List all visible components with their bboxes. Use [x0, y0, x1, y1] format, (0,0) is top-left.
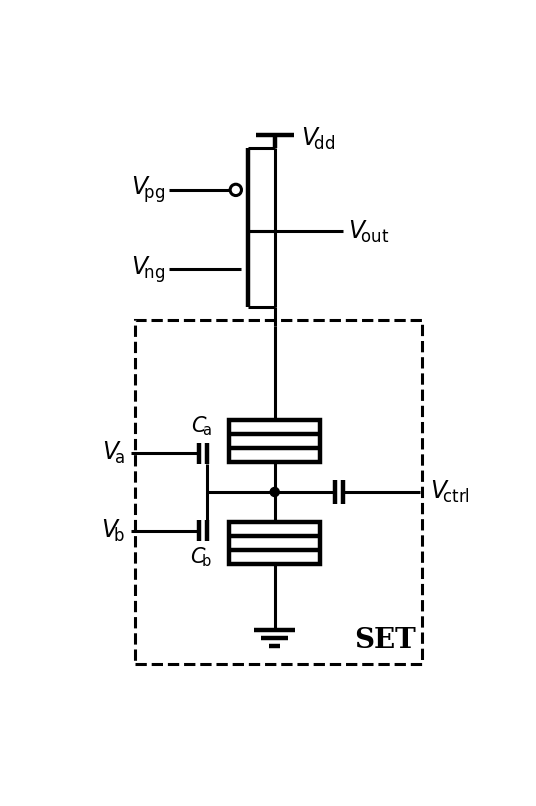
Text: $V\!_{\mathrm{ng}}$: $V\!_{\mathrm{ng}}$ — [131, 254, 165, 285]
Text: $C\!_{\mathrm{a}}$: $C\!_{\mathrm{a}}$ — [191, 415, 212, 438]
Text: SET: SET — [354, 627, 416, 654]
Text: $C\!_{\mathrm{b}}$: $C\!_{\mathrm{b}}$ — [190, 546, 212, 569]
Text: $V\!_{\mathrm{pg}}$: $V\!_{\mathrm{pg}}$ — [131, 175, 165, 206]
Text: $V\!_{\mathrm{a}}$: $V\!_{\mathrm{a}}$ — [102, 440, 125, 467]
Circle shape — [270, 488, 279, 496]
Bar — [229, 420, 320, 462]
Text: $V\!_{\mathrm{dd}}$: $V\!_{\mathrm{dd}}$ — [301, 126, 335, 152]
Bar — [135, 320, 422, 664]
Text: $V\!_{\mathrm{ctrl}}$: $V\!_{\mathrm{ctrl}}$ — [429, 479, 470, 505]
Text: $V\!_{\mathrm{out}}$: $V\!_{\mathrm{out}}$ — [348, 218, 390, 244]
Text: $V\!_{\mathrm{b}}$: $V\!_{\mathrm{b}}$ — [101, 517, 125, 544]
Bar — [229, 522, 320, 563]
